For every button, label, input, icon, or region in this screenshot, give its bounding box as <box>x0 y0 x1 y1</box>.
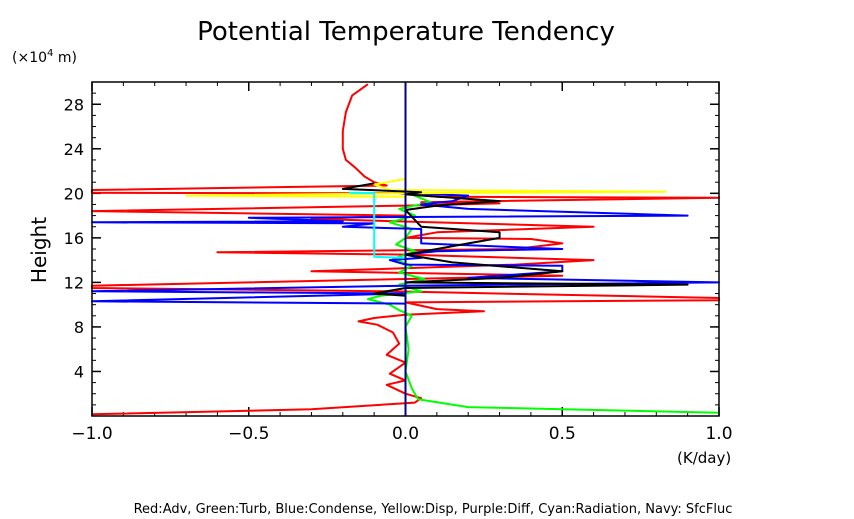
y-tick-label: 24 <box>64 140 84 159</box>
x-tick-label: −1.0 <box>71 424 112 444</box>
x-tick-label: 1.0 <box>705 424 732 444</box>
y-tick-label: 8 <box>74 318 84 337</box>
x-unit-label: (K/day) <box>677 449 731 467</box>
plot-frame <box>91 81 720 417</box>
chart-title: Potential Temperature Tendency <box>197 17 615 47</box>
y-unit-label: (×104 m) <box>12 48 77 66</box>
x-tick-label: −0.5 <box>228 424 269 444</box>
y-unit-exponent: 4 <box>47 48 53 59</box>
y-tick-label: 28 <box>64 95 84 114</box>
y-unit-suffix: m) <box>53 50 77 66</box>
y-tick-label: 16 <box>64 229 84 248</box>
legend-caption: Red:Adv, Green:Turb, Blue:Condense, Yell… <box>134 502 733 517</box>
x-tick-label: 0.0 <box>392 424 419 444</box>
y-tick-label: 12 <box>64 273 84 292</box>
y-axis-label: Height <box>27 217 51 283</box>
x-tick-label: 0.5 <box>549 424 576 444</box>
series-turb <box>366 193 720 414</box>
series-radiation <box>349 191 406 259</box>
series-adv <box>91 83 720 416</box>
series-lines <box>91 83 720 416</box>
y-tick-label: 4 <box>74 362 84 381</box>
series-disp <box>185 177 667 198</box>
y-unit-prefix: (×10 <box>12 50 47 66</box>
series-sfcfluc <box>341 182 689 297</box>
y-tick-label: 20 <box>64 184 84 203</box>
tick-labels: −1.0 −0.5 0.0 0.5 1.0 4 8 12 16 20 24 28 <box>64 95 733 444</box>
